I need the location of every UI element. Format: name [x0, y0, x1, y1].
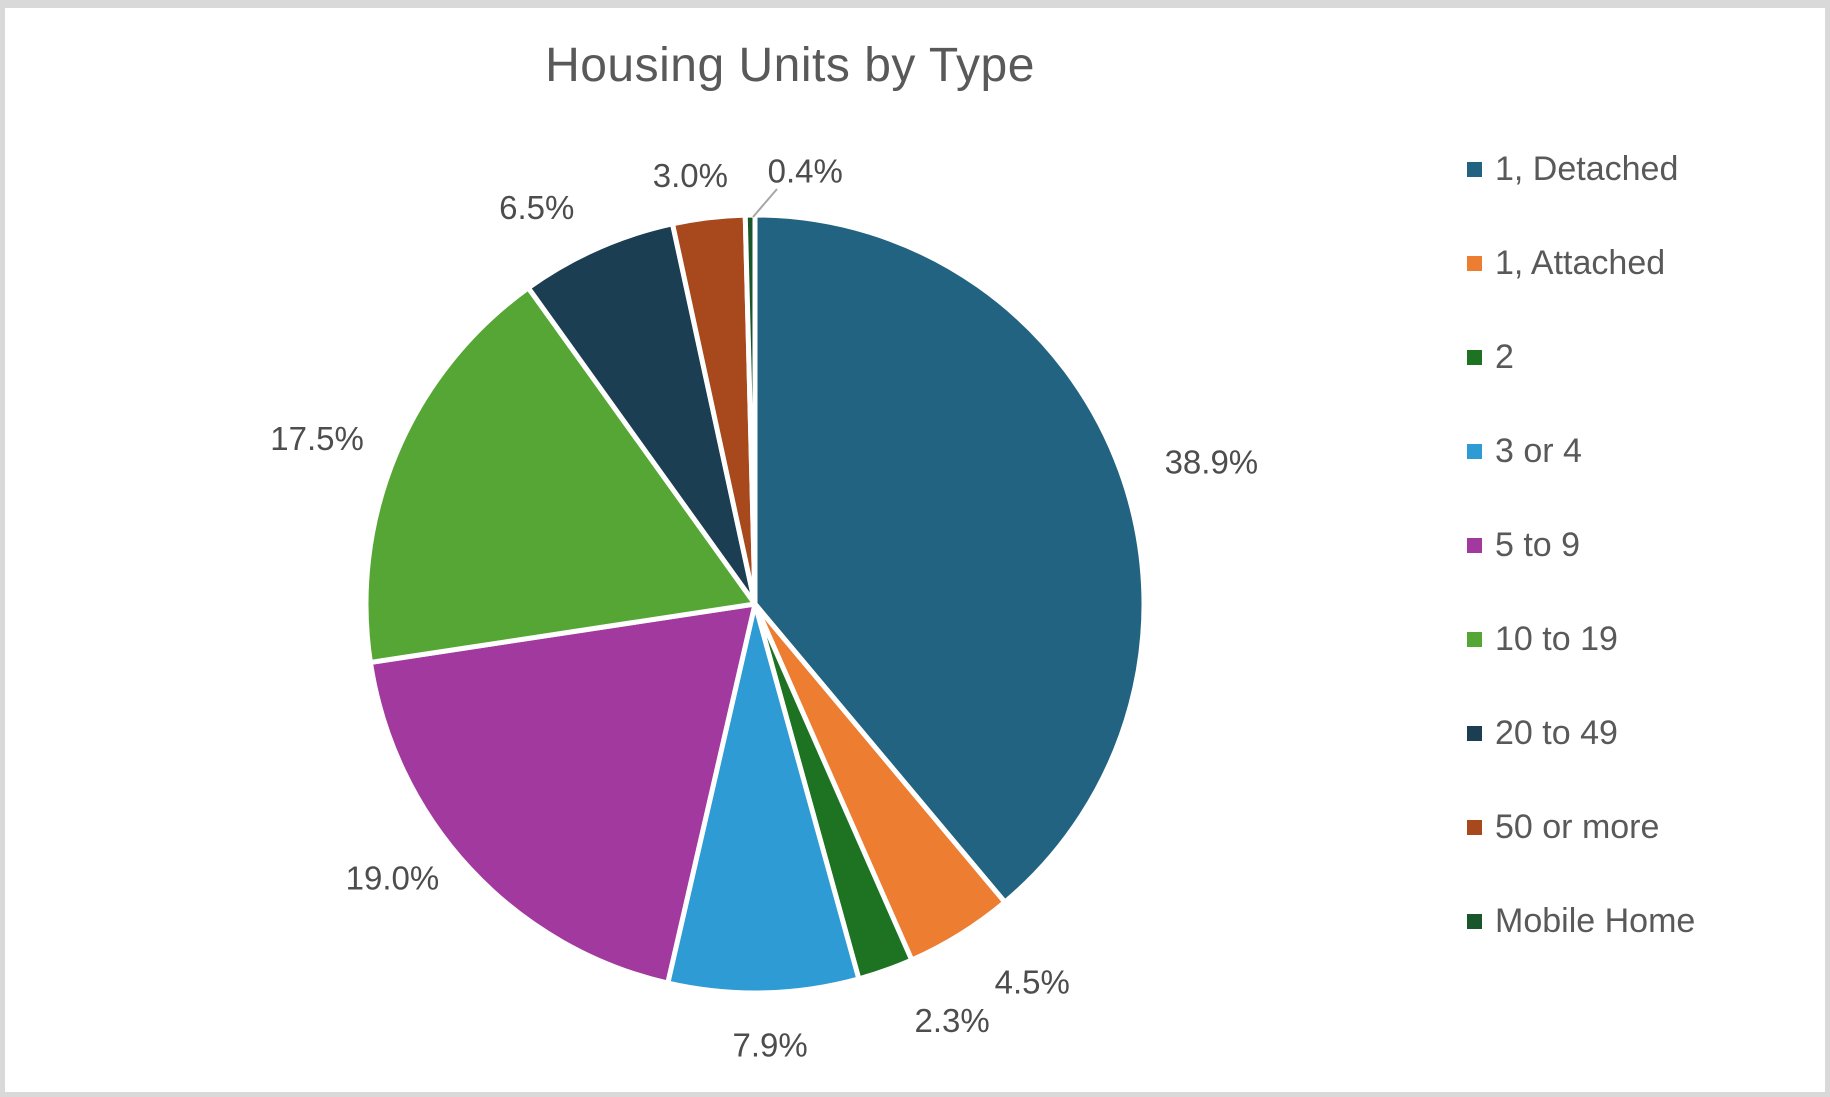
legend-swatch-icon: [1467, 161, 1482, 177]
legend-label: 50 or more: [1495, 807, 1660, 846]
legend-label: 1, Detached: [1495, 149, 1679, 188]
legend-swatch-icon: [1467, 631, 1482, 647]
legend-item: 20 to 49: [1467, 686, 1695, 780]
legend: 1, Detached 1, Attached 2 3 or 4 5 to 9 10 to…: [1467, 122, 1695, 968]
legend-label: 1, Attached: [1495, 243, 1666, 282]
pie-slice: [525, 221, 758, 607]
data-label: 6.5%: [499, 189, 574, 226]
legend-item: 50 or more: [1467, 780, 1695, 874]
legend-item: 10 to 19: [1467, 592, 1695, 686]
chart-title: Housing Units by Type: [545, 39, 1035, 92]
legend-item: 5 to 9: [1467, 498, 1695, 592]
data-label: 0.4%: [768, 153, 843, 190]
legend-swatch-icon: [1467, 255, 1482, 271]
legend-label: 10 to 19: [1495, 619, 1618, 658]
legend-item: Mobile Home: [1467, 874, 1695, 968]
pie-slice: [363, 285, 758, 665]
legend-swatch-icon: [1467, 349, 1482, 365]
pie-slice: [665, 601, 862, 996]
data-label: 2.3%: [915, 1002, 990, 1039]
legend-swatch-icon: [1467, 537, 1482, 553]
legend-label: Mobile Home: [1495, 901, 1696, 940]
data-label: 3.0%: [653, 157, 728, 194]
legend-label: 5 to 9: [1495, 525, 1581, 564]
pie-chart: 38.9% 4.5%2.3% 7.9% 19.0% 17.5% 6.5% 3.0% 0.4%: [270, 153, 1259, 1064]
data-label: 19.0%: [346, 860, 440, 897]
data-label: 4.5%: [995, 963, 1070, 1000]
pie-slice: [752, 212, 1147, 905]
legend-item: 1, Detached: [1467, 122, 1695, 216]
data-label: 38.9%: [1165, 444, 1259, 481]
legend-item: 1, Attached: [1467, 216, 1695, 310]
legend-swatch-icon: [1467, 443, 1482, 459]
legend-swatch-icon: [1467, 725, 1482, 741]
pie-slice: [367, 601, 758, 986]
legend-swatch-icon: [1467, 819, 1482, 835]
legend-label: 2: [1495, 337, 1514, 376]
data-label: 7.9%: [732, 1026, 807, 1063]
legend-swatch-icon: [1467, 913, 1482, 929]
data-label: 17.5%: [270, 420, 364, 457]
leader-line: [752, 188, 778, 218]
legend-item: 3 or 4: [1467, 404, 1695, 498]
legend-label: 20 to 49: [1495, 713, 1618, 752]
legend-label: 3 or 4: [1495, 431, 1582, 470]
legend-item: 2: [1467, 310, 1695, 404]
